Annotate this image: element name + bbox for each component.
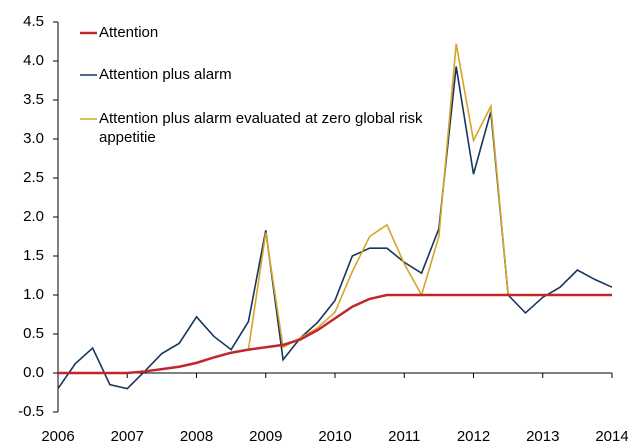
x-tick-label: 2007: [111, 428, 144, 445]
x-tick-label: 2011: [388, 428, 420, 445]
series-line: [58, 293, 612, 375]
x-tick-label: 2010: [318, 428, 351, 445]
x-tick-label: 2006: [41, 428, 74, 445]
y-tick-label: 1.5: [23, 247, 44, 264]
x-tick-label: 2012: [457, 428, 490, 445]
x-tick-label: 2009: [249, 428, 282, 445]
legend-label: Attention plus alarm: [99, 66, 232, 83]
y-tick-label: 2.5: [23, 169, 44, 186]
series-line: [58, 43, 612, 374]
y-tick-label: 4.0: [23, 52, 44, 69]
x-tick-label: 2008: [180, 428, 213, 445]
y-tick-label: 1.0: [23, 286, 44, 303]
x-tick-label: 2014: [595, 428, 628, 445]
x-tick-label: 2013: [526, 428, 559, 445]
legend-label: Attention: [99, 24, 159, 41]
series-line: [57, 66, 613, 390]
y-tick-label: 3.5: [23, 91, 44, 108]
y-tick-label: 0.0: [23, 364, 44, 381]
y-tick-label: 4.5: [23, 13, 44, 30]
y-tick-label: 3.0: [23, 130, 44, 147]
legend-label: Attention plus alarm evaluated at zero g…: [99, 110, 423, 146]
y-tick-label: 0.5: [23, 325, 44, 342]
y-tick-label: -0.5: [18, 403, 44, 420]
y-tick-label: 2.0: [23, 208, 44, 225]
